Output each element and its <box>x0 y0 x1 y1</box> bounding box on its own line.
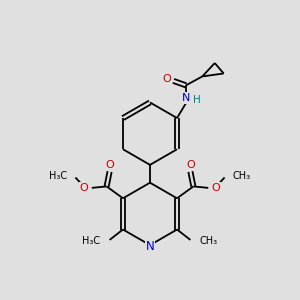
Text: O: O <box>105 160 114 170</box>
Text: CH₃: CH₃ <box>200 236 218 246</box>
Text: H: H <box>194 95 201 105</box>
Text: N: N <box>146 240 154 253</box>
Text: H₃C: H₃C <box>82 236 100 246</box>
Text: O: O <box>80 183 88 193</box>
Text: N: N <box>182 93 191 103</box>
Text: CH₃: CH₃ <box>233 171 251 181</box>
Text: O: O <box>186 160 195 170</box>
Text: O: O <box>163 74 171 84</box>
Text: O: O <box>212 183 220 193</box>
Text: H₃C: H₃C <box>49 171 67 181</box>
